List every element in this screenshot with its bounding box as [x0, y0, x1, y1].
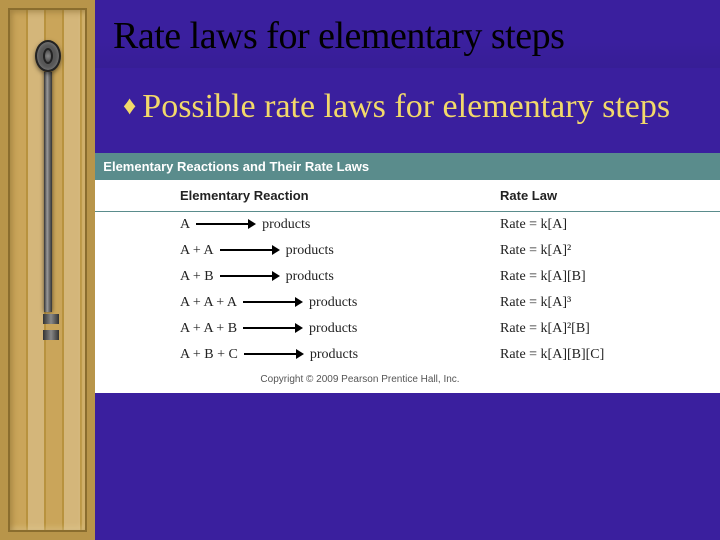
cell-rate-law: Rate = k[A][B][C]	[490, 342, 720, 368]
slide-title: Rate laws for elementary steps	[95, 0, 720, 68]
copyright-text: Copyright © 2009 Pearson Prentice Hall, …	[0, 368, 720, 393]
rate-law-table: Molecularity Elementary Reaction Rate La…	[0, 180, 720, 368]
table-head-row: Molecularity Elementary Reaction Rate La…	[0, 180, 720, 212]
reaction-lhs: A + A + B	[180, 321, 237, 336]
cell-rate-law: Rate = k[A]²	[490, 238, 720, 264]
body-text: Possible rate laws for elementary steps	[142, 86, 670, 129]
cell-reaction: A + A products	[170, 238, 490, 264]
key-graphic	[35, 40, 61, 340]
reaction-rhs: products	[286, 269, 334, 284]
cell-reaction: A + B + C products	[170, 342, 490, 368]
arrow-icon	[196, 219, 256, 229]
sidebar-decoration	[0, 0, 95, 540]
cell-rate-law: Rate = k[A]²[B]	[490, 316, 720, 342]
slide-main: Rate laws for elementary steps ♦ Possibl…	[95, 0, 720, 540]
body-bullet-row: ♦ Possible rate laws for elementary step…	[95, 68, 720, 139]
col-rate-law: Rate Law	[490, 180, 720, 212]
cell-rate-law: Rate = k[A]	[490, 211, 720, 238]
table-header-bar: TABLE 14.3 Elementary Reactions and Thei…	[0, 153, 720, 180]
reaction-rhs: products	[310, 347, 358, 362]
table-row: TermolecularA + A + BproductsRate = k[A]…	[0, 316, 720, 342]
arrow-icon	[220, 245, 280, 255]
reaction-rhs: products	[309, 321, 357, 336]
table-row: BimolecularA + BproductsRate = k[A][B]	[0, 264, 720, 290]
table-row: UnimolecularAproductsRate = k[A]	[0, 211, 720, 238]
reaction-rhs: products	[262, 217, 310, 232]
reaction-rhs: products	[286, 243, 334, 258]
cell-rate-law: Rate = k[A]³	[490, 290, 720, 316]
reaction-rhs: products	[309, 295, 357, 310]
cell-reaction: A + B products	[170, 264, 490, 290]
reaction-lhs: A + A	[180, 243, 214, 258]
table-caption: Elementary Reactions and Their Rate Laws	[103, 159, 369, 174]
col-reaction: Elementary Reaction	[170, 180, 490, 212]
table-figure: TABLE 14.3 Elementary Reactions and Thei…	[0, 153, 720, 393]
table-row: TermolecularA + B + CproductsRate = k[A]…	[0, 342, 720, 368]
arrow-icon	[243, 297, 303, 307]
slide-bottom-fill	[95, 393, 720, 540]
reaction-lhs: A + B + C	[180, 347, 238, 362]
cell-reaction: Aproducts	[170, 211, 490, 238]
cell-reaction: A + A + A products	[170, 290, 490, 316]
arrow-icon	[244, 349, 304, 359]
diamond-bullet-icon: ♦	[123, 86, 136, 125]
arrow-icon	[220, 271, 280, 281]
reaction-lhs: A + B	[180, 269, 214, 284]
reaction-lhs: A + A + A	[180, 295, 237, 310]
cell-rate-law: Rate = k[A][B]	[490, 264, 720, 290]
arrow-icon	[243, 323, 303, 333]
cell-reaction: A + A + B products	[170, 316, 490, 342]
reaction-lhs: A	[180, 217, 190, 232]
table-row: BimolecularA + AproductsRate = k[A]²	[0, 238, 720, 264]
table-row: TermolecularA + A + AproductsRate = k[A]…	[0, 290, 720, 316]
